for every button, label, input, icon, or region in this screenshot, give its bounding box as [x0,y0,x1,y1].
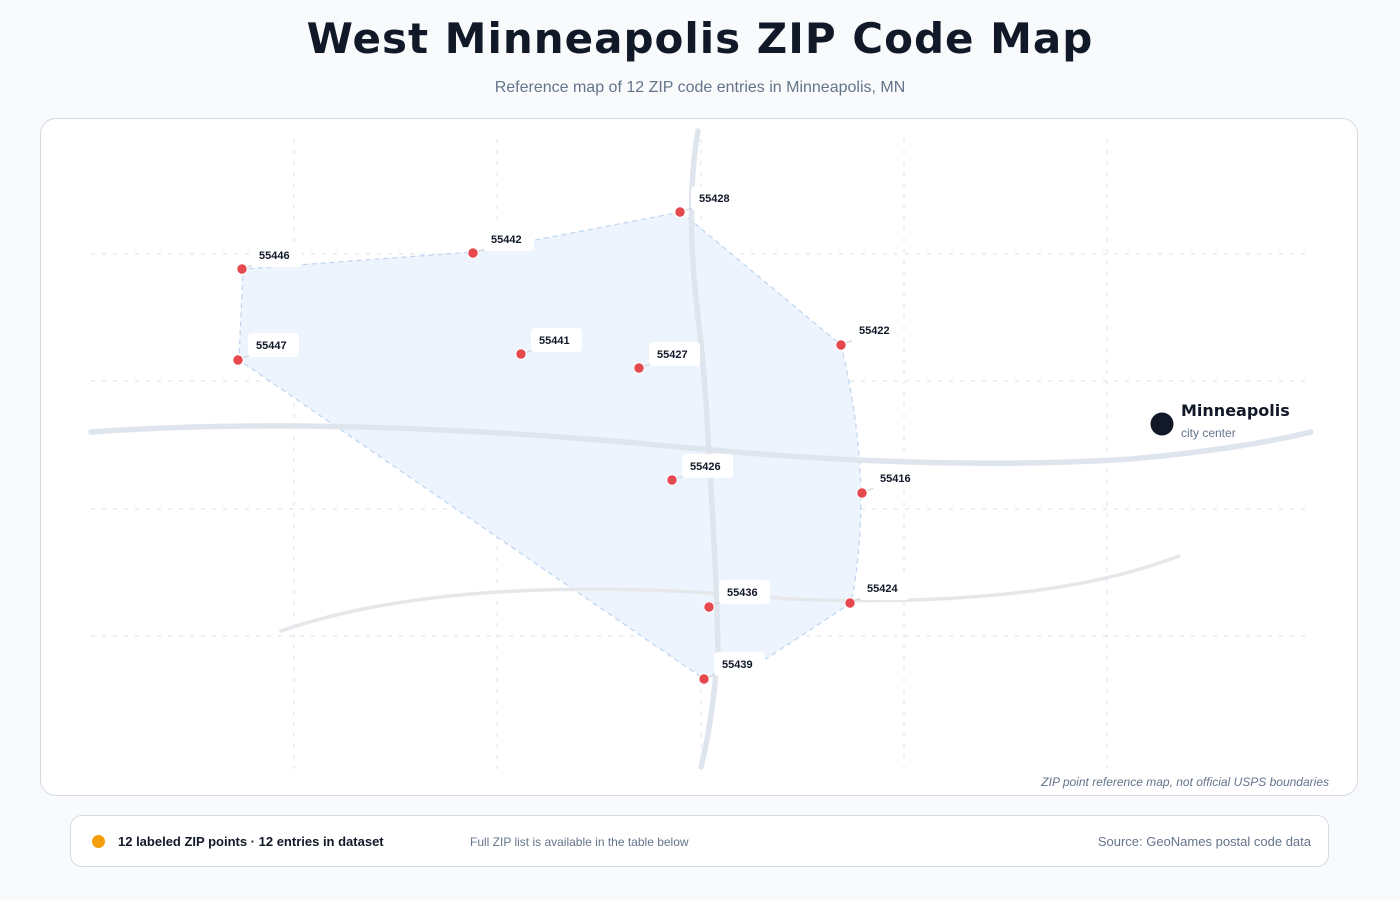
zip-point-55427[interactable]: 55427 [633,342,700,374]
zip-label: 55436 [727,587,758,599]
zip-label-background [851,318,902,342]
zip-label-background [872,466,923,490]
zip-label-background [682,454,733,478]
zip-label: 55442 [491,234,522,246]
page-subtitle: Reference map of 12 ZIP code entries in … [494,79,906,96]
zip-point-55442[interactable]: 55442 [467,227,534,259]
zip-point-55441[interactable]: 55441 [515,328,582,360]
legend-summary: 12 labeled ZIP points · 12 entries in da… [118,834,384,849]
zip-label: 55439 [722,659,753,671]
zip-label-background [251,243,302,267]
city-subtitle: city center [1181,426,1236,440]
zip-label: 55441 [539,335,570,347]
zip-marker[interactable] [703,601,715,613]
zip-label-background [649,342,700,366]
zip-label-background [691,186,742,210]
zip-label: 55416 [880,473,911,485]
horizontal-highway [88,423,1314,466]
city-name: Minneapolis [1181,401,1290,420]
zip-point-55439[interactable]: 55439 [698,652,765,685]
map-panel[interactable]: 55428 55442 55446 55447 55441 55427 55422 55426… [40,118,1358,796]
city-center-marker[interactable]: Minneapolis city center [1150,401,1290,440]
table-hint: Full ZIP list is available in the table … [470,835,689,849]
zip-label: 55422 [859,325,890,337]
zip-point-55447[interactable]: 55447 [232,333,299,366]
zip-label: 55426 [690,461,721,473]
zip-point-55436[interactable]: 55436 [703,580,770,613]
zip-label-background [531,328,582,352]
zip-point-55422[interactable]: 55422 [835,318,902,351]
zip-point-55428[interactable]: 55428 [674,186,742,218]
zip-label-background [719,580,770,604]
zip-marker[interactable] [232,354,244,366]
zip-marker[interactable] [698,673,710,685]
zip-label: 55447 [256,340,287,352]
zip-point-55446[interactable]: 55446 [236,243,302,275]
zip-marker[interactable] [666,474,678,486]
secondary-road [279,554,1181,633]
city-center-dot[interactable] [1150,412,1174,436]
zip-point-55416[interactable]: 55416 [856,466,923,499]
zip-marker[interactable] [856,487,868,499]
zip-marker[interactable] [467,247,479,259]
zip-label-background [248,333,299,357]
legend-dot-icon [92,835,105,848]
zip-marker[interactable] [633,362,645,374]
zip-coverage-area [238,211,862,680]
data-source: Source: GeoNames postal code data [1097,834,1311,849]
zip-marker[interactable] [515,348,527,360]
legend-bar: 12 labeled ZIP points · 12 entries in da… [70,815,1329,867]
zip-marker[interactable] [236,263,248,275]
zip-label: 55427 [657,349,688,361]
zip-label-background [483,227,534,251]
zip-point-55426[interactable]: 55426 [666,454,733,486]
zip-label: 55428 [699,193,730,205]
zip-points-layer: 55428 55442 55446 55447 55441 55427 55422 55426… [232,186,923,685]
zip-label-background [859,576,910,600]
zip-marker[interactable] [844,597,856,609]
zip-label: 55424 [867,583,898,595]
map-disclaimer: ZIP point reference map, not official US… [1041,775,1329,789]
zip-point-55424[interactable]: 55424 [844,576,910,609]
page-title: West Minneapolis ZIP Code Map [306,14,1094,63]
zip-label-background [714,652,765,676]
zip-marker[interactable] [835,339,847,351]
map-canvas[interactable]: 55428 55442 55446 55447 55441 55427 55422 55426… [41,119,1358,796]
zip-marker[interactable] [674,206,686,218]
zip-label: 55446 [259,250,290,262]
